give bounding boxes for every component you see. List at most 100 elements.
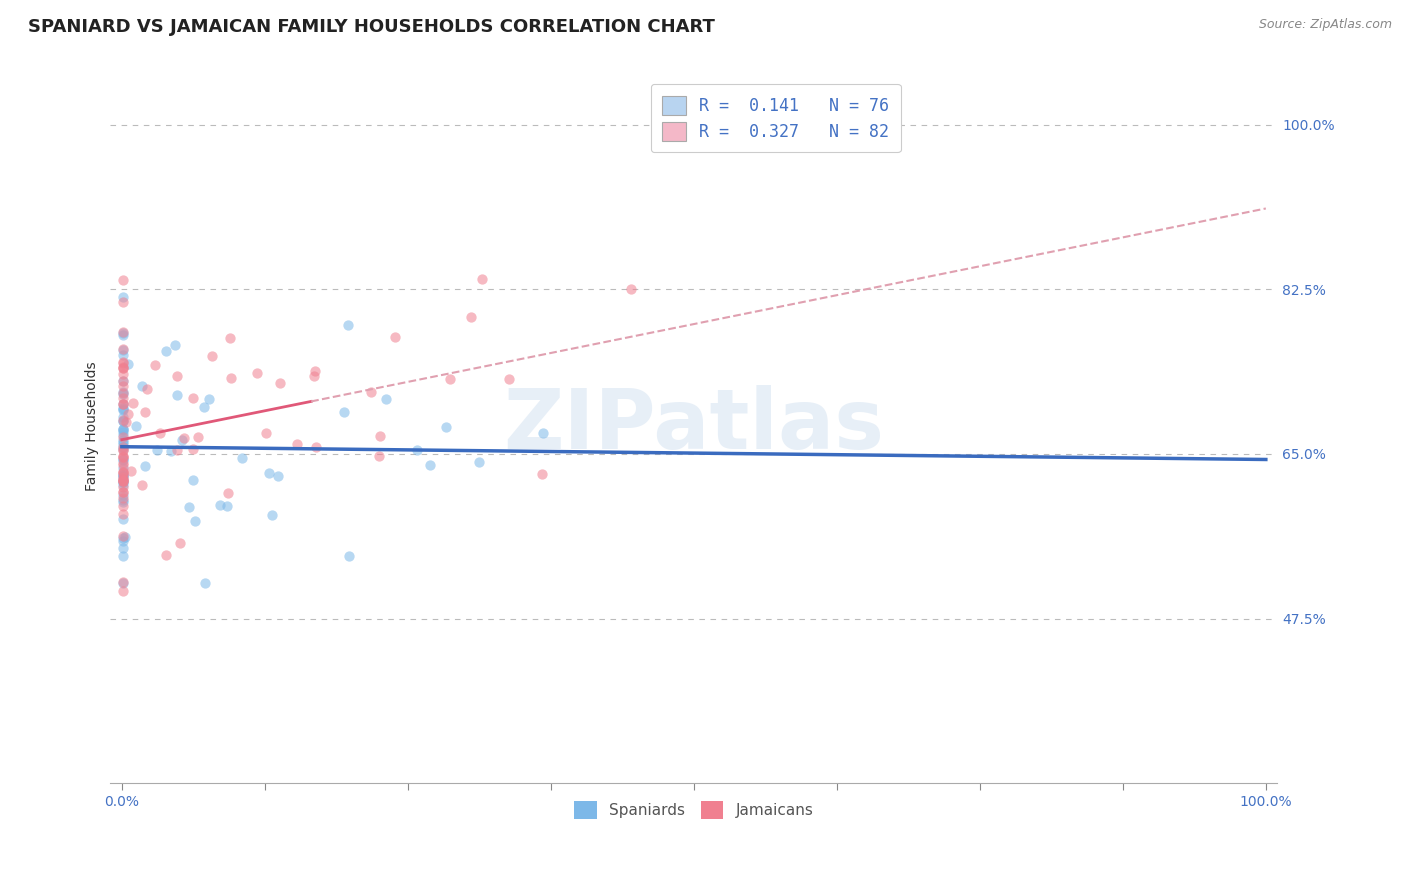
Point xyxy=(111,437,134,451)
Point xyxy=(111,549,134,563)
Point xyxy=(375,392,398,406)
Point xyxy=(143,358,166,372)
Point xyxy=(111,374,134,388)
Point xyxy=(111,449,134,463)
Point xyxy=(181,391,204,405)
Point xyxy=(111,485,134,500)
Point xyxy=(285,437,308,451)
Point xyxy=(219,370,242,384)
Point xyxy=(111,473,134,487)
Point xyxy=(198,392,221,406)
Point xyxy=(111,326,134,340)
Point xyxy=(134,459,156,474)
Point xyxy=(111,342,134,356)
Point xyxy=(111,478,134,492)
Point xyxy=(337,318,360,333)
Point xyxy=(370,429,392,443)
Point xyxy=(111,374,134,388)
Point xyxy=(149,426,172,441)
Point xyxy=(368,449,391,463)
Point xyxy=(111,485,134,500)
Point xyxy=(215,500,238,514)
Point xyxy=(111,360,134,375)
Point xyxy=(121,396,143,410)
Point xyxy=(155,549,177,563)
Point xyxy=(267,468,290,483)
Text: SPANIARD VS JAMAICAN FAMILY HOUSEHOLDS CORRELATION CHART: SPANIARD VS JAMAICAN FAMILY HOUSEHOLDS C… xyxy=(28,18,716,36)
Point xyxy=(111,466,134,480)
Point xyxy=(260,508,283,522)
Point xyxy=(111,461,134,475)
Point xyxy=(111,403,134,417)
Point xyxy=(111,466,134,480)
Point xyxy=(111,474,134,488)
Point xyxy=(131,478,153,492)
Point xyxy=(136,382,159,396)
Point xyxy=(134,405,156,419)
Point xyxy=(111,584,134,599)
Point xyxy=(155,343,177,358)
Point xyxy=(111,414,134,428)
Point xyxy=(111,541,134,556)
Point xyxy=(111,480,134,494)
Point xyxy=(111,402,134,417)
Point xyxy=(117,407,139,421)
Point xyxy=(187,430,209,444)
Point xyxy=(111,456,134,470)
Point xyxy=(166,388,188,402)
Point xyxy=(269,376,291,390)
Point xyxy=(231,450,253,465)
Point xyxy=(111,531,134,545)
Point xyxy=(217,485,239,500)
Point xyxy=(111,428,134,442)
Point xyxy=(246,366,269,380)
Point xyxy=(434,420,457,434)
Point xyxy=(111,273,134,287)
Point xyxy=(111,440,134,454)
Point xyxy=(114,415,136,429)
Point xyxy=(333,404,356,418)
Point xyxy=(111,391,134,405)
Point xyxy=(111,499,134,513)
Point xyxy=(304,364,326,378)
Point xyxy=(111,512,134,526)
Point xyxy=(111,379,134,393)
Point xyxy=(111,361,134,376)
Point xyxy=(111,468,134,483)
Point xyxy=(111,290,134,304)
Point xyxy=(111,442,134,456)
Legend: Spaniards, Jamaicans: Spaniards, Jamaicans xyxy=(568,795,820,825)
Point xyxy=(111,325,134,339)
Point xyxy=(111,368,134,382)
Point xyxy=(173,431,195,445)
Point xyxy=(111,574,134,589)
Point xyxy=(111,414,134,428)
Point xyxy=(111,396,134,410)
Point xyxy=(111,386,134,401)
Point xyxy=(111,472,134,486)
Point xyxy=(531,467,554,481)
Point xyxy=(257,466,280,480)
Point xyxy=(111,458,134,472)
Point xyxy=(111,435,134,450)
Point xyxy=(111,355,134,369)
Point xyxy=(254,425,277,440)
Point xyxy=(471,272,494,286)
Point xyxy=(111,474,134,488)
Point xyxy=(111,472,134,486)
Point xyxy=(111,453,134,467)
Point xyxy=(111,450,134,465)
Point xyxy=(111,347,134,361)
Point xyxy=(172,433,194,447)
Point xyxy=(111,385,134,400)
Point xyxy=(111,356,134,370)
Point xyxy=(181,442,204,456)
Point xyxy=(111,423,134,437)
Point xyxy=(111,361,134,376)
Point xyxy=(111,422,134,436)
Point xyxy=(111,443,134,458)
Point xyxy=(111,488,134,502)
Point xyxy=(169,536,191,550)
Point xyxy=(120,465,142,479)
Point xyxy=(111,450,134,464)
